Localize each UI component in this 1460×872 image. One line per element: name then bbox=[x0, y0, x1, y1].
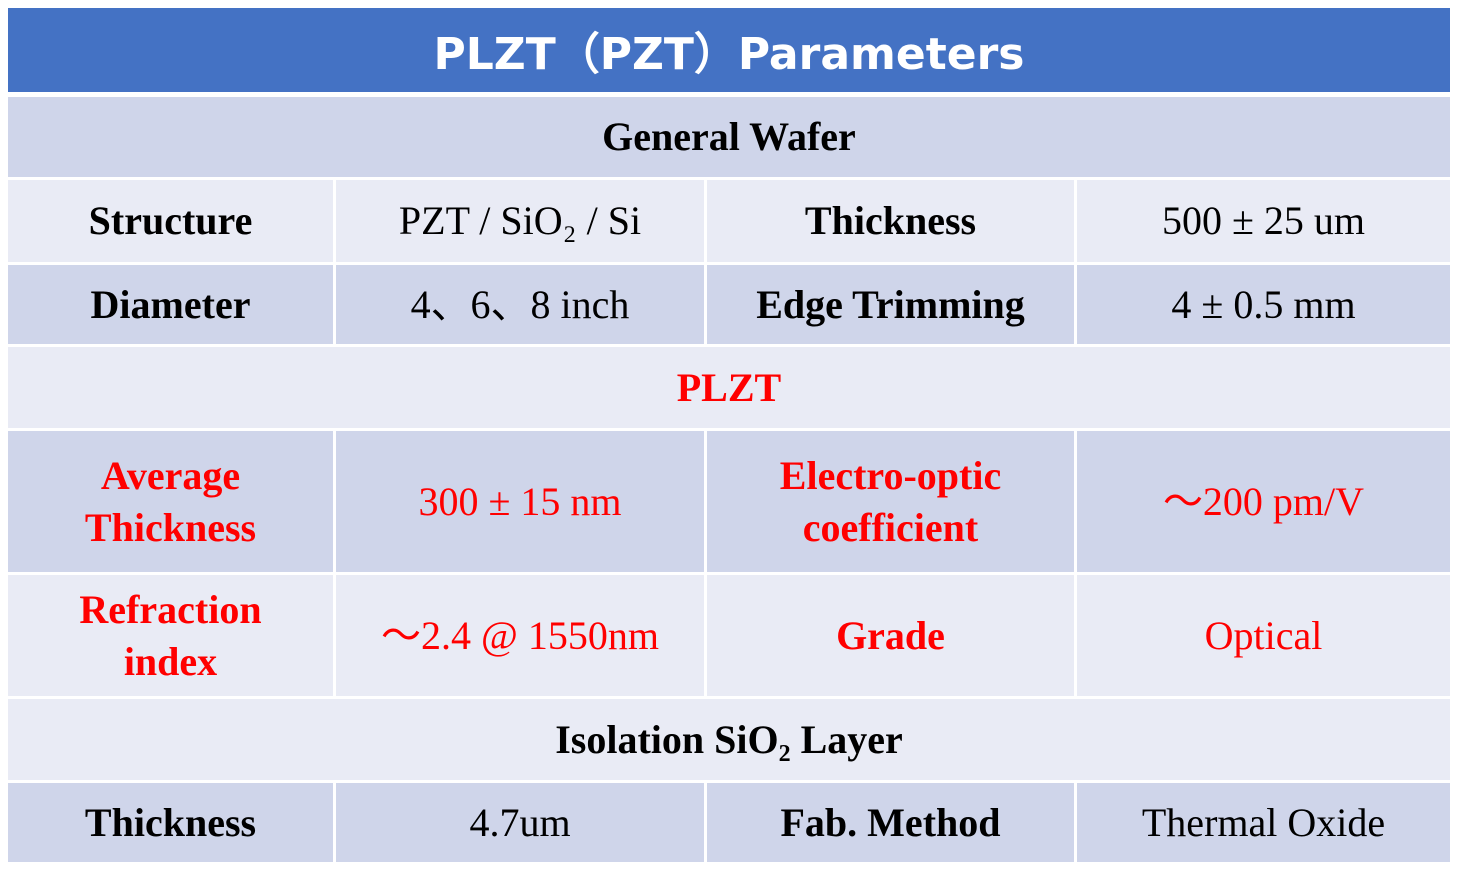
row-value: Optical bbox=[1077, 575, 1450, 696]
row-label: Electro-optic coefficient bbox=[707, 431, 1074, 572]
row-label: Refraction index bbox=[8, 575, 333, 696]
row-label: Grade bbox=[707, 575, 1074, 696]
row-label: Thickness bbox=[707, 180, 1074, 262]
row-value: 4.7um bbox=[336, 783, 704, 862]
row-value: 4、6、8 inch bbox=[336, 265, 704, 344]
row-value: ～200 pm/V bbox=[1077, 431, 1450, 572]
section-heading: PLZT bbox=[8, 347, 1450, 428]
row-value: 4 ± 0.5 mm bbox=[1077, 265, 1450, 344]
section-heading: General Wafer bbox=[8, 97, 1450, 177]
row-label: Average Thickness bbox=[8, 431, 333, 572]
title-bar: PLZT（PZT）Parameters bbox=[8, 8, 1450, 92]
row-value: Thermal Oxide bbox=[1077, 783, 1450, 862]
row-label: Edge Trimming bbox=[707, 265, 1074, 344]
row-label: Diameter bbox=[8, 265, 333, 344]
row-value: 500 ± 25 um bbox=[1077, 180, 1450, 262]
row-label: Thickness bbox=[8, 783, 333, 862]
row-label: Structure bbox=[8, 180, 333, 262]
row-value: 300 ± 15 nm bbox=[336, 431, 704, 572]
row-value: ～2.4 @ 1550nm bbox=[336, 575, 704, 696]
row-label: Fab. Method bbox=[707, 783, 1074, 862]
row-value: PZT / SiO₂ / Si bbox=[336, 180, 704, 262]
section-heading: Isolation SiO₂ Layer bbox=[8, 699, 1450, 780]
